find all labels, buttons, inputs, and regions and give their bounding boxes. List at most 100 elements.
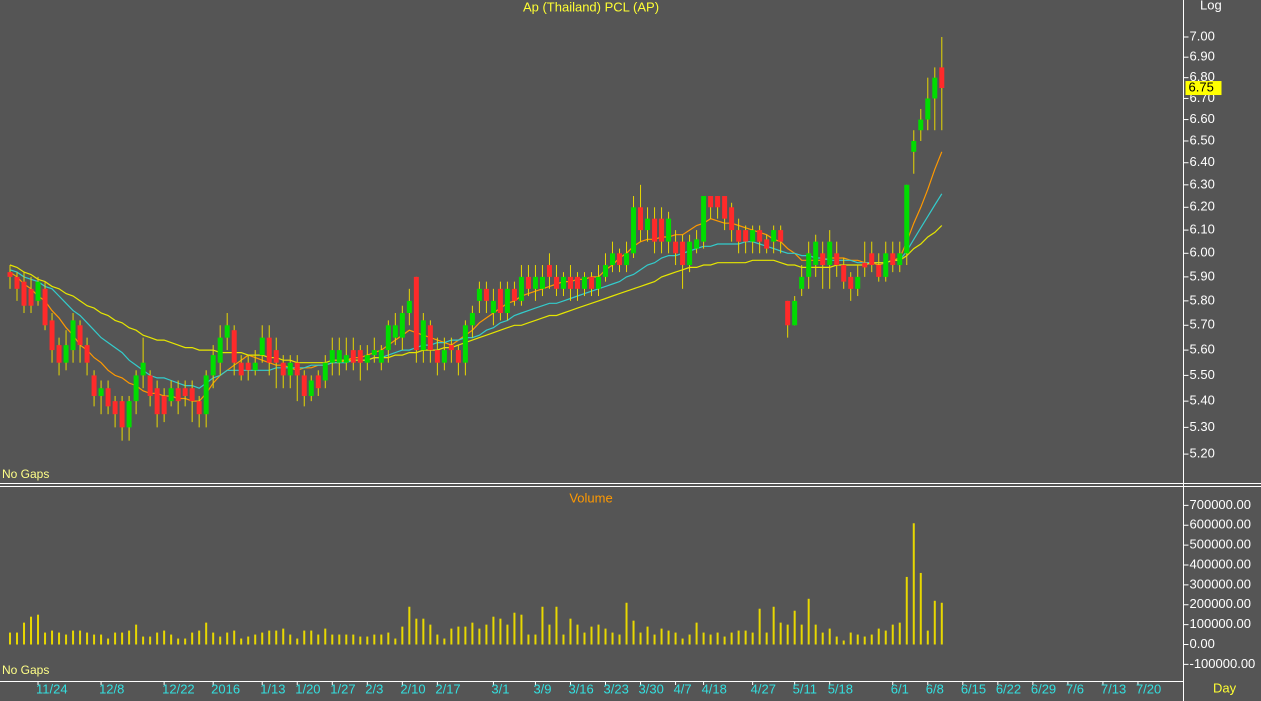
volume-bar bbox=[86, 632, 89, 645]
candle-body bbox=[210, 355, 216, 376]
volume-bar bbox=[877, 628, 880, 645]
volume-bar bbox=[730, 632, 733, 645]
candle-body bbox=[532, 276, 538, 289]
candle-body bbox=[799, 276, 805, 289]
candle-body bbox=[224, 325, 230, 338]
candle-body bbox=[624, 253, 630, 266]
volume-bar bbox=[527, 634, 530, 645]
volume-bar bbox=[884, 630, 887, 645]
volume-bar bbox=[296, 638, 299, 645]
volume-bar bbox=[772, 606, 775, 645]
volume-bar bbox=[604, 628, 607, 645]
x-tick-label: 3/16 bbox=[568, 681, 593, 696]
volume-bar bbox=[611, 632, 614, 645]
volume-bar bbox=[93, 634, 96, 645]
candle-body bbox=[736, 230, 742, 242]
volume-bar bbox=[660, 628, 663, 645]
volume-bar bbox=[562, 634, 565, 645]
volume-bar bbox=[275, 630, 278, 645]
volume-bar bbox=[723, 636, 726, 645]
candle-body bbox=[133, 375, 139, 402]
y-tick-label: 0.00 bbox=[1190, 636, 1215, 651]
candle-body bbox=[441, 350, 447, 363]
x-tick-label: 6/1 bbox=[891, 681, 909, 696]
volume-bar bbox=[828, 628, 831, 645]
candle-body bbox=[231, 330, 237, 363]
y-tick-label: 5.50 bbox=[1190, 367, 1215, 382]
candle-body bbox=[932, 77, 938, 99]
volume-bar bbox=[51, 630, 54, 645]
candle-body bbox=[869, 253, 875, 266]
candle-body bbox=[329, 350, 335, 363]
volume-bar bbox=[338, 634, 341, 645]
volume-bar bbox=[702, 632, 705, 645]
y-tick-label: -100000.00 bbox=[1190, 656, 1256, 671]
volume-bar bbox=[212, 632, 215, 645]
volume-bar bbox=[121, 632, 124, 645]
volume-bar bbox=[163, 630, 166, 645]
x-tick-label: 12/22 bbox=[162, 681, 195, 696]
candle-body bbox=[371, 350, 377, 356]
volume-bar bbox=[779, 622, 782, 645]
volume-bar bbox=[506, 624, 509, 645]
volume-bar bbox=[394, 638, 397, 645]
y-tick-label: 5.70 bbox=[1190, 317, 1215, 332]
candle-body bbox=[189, 388, 195, 402]
candle-body bbox=[357, 350, 363, 363]
candle-body bbox=[645, 218, 651, 231]
volume-bar bbox=[282, 628, 285, 645]
candle-body bbox=[904, 184, 910, 254]
volume-bar bbox=[177, 638, 180, 645]
volume-bar bbox=[128, 630, 131, 645]
volume-bar bbox=[359, 636, 362, 645]
candle-body bbox=[813, 241, 819, 266]
volume-bar bbox=[744, 630, 747, 645]
candle-body bbox=[175, 388, 181, 402]
volume-bar bbox=[352, 634, 355, 645]
candle-body bbox=[308, 380, 314, 396]
y-tick-label: 6.30 bbox=[1190, 176, 1215, 191]
volume-bar bbox=[590, 626, 593, 645]
candle-body bbox=[743, 230, 749, 242]
volume-bar bbox=[72, 630, 75, 645]
candle-body bbox=[553, 276, 559, 289]
candle-body bbox=[715, 196, 721, 208]
candle-body bbox=[897, 253, 903, 266]
x-tick-label: 2016 bbox=[211, 681, 240, 696]
y-tick-label: 6.00 bbox=[1190, 245, 1215, 260]
candle-body bbox=[70, 320, 76, 351]
candle-body bbox=[729, 207, 735, 231]
volume-bar bbox=[912, 523, 915, 645]
y-tick-label: 6.20 bbox=[1190, 199, 1215, 214]
volume-bar bbox=[79, 630, 82, 645]
volume-bar bbox=[583, 632, 586, 645]
volume-bar bbox=[331, 634, 334, 645]
y-tick-label: 5.60 bbox=[1190, 342, 1215, 357]
y-tick-label: 6.50 bbox=[1190, 132, 1215, 147]
y-tick-label: 6.60 bbox=[1190, 111, 1215, 126]
volume-title: Volume bbox=[569, 490, 612, 505]
volume-bar bbox=[464, 626, 467, 645]
y-tick-label: 600000.00 bbox=[1190, 517, 1251, 532]
volume-bar bbox=[401, 626, 404, 645]
volume-bar bbox=[205, 622, 208, 645]
volume-bar bbox=[184, 638, 187, 645]
x-tick-label: 3/30 bbox=[639, 681, 664, 696]
candle-body bbox=[708, 196, 714, 208]
candle-body bbox=[315, 375, 321, 389]
candle-body bbox=[497, 288, 503, 314]
y-tick-label: 400000.00 bbox=[1190, 556, 1251, 571]
x-tick-label: 3/1 bbox=[491, 681, 509, 696]
volume-bar bbox=[443, 638, 446, 645]
last-price-box bbox=[1185, 81, 1222, 96]
candle-body bbox=[771, 230, 777, 242]
candle-body bbox=[266, 337, 272, 363]
volume-bar bbox=[520, 614, 523, 645]
candle-body bbox=[778, 230, 784, 242]
x-tick-label: 6/29 bbox=[1031, 681, 1056, 696]
candle-body bbox=[203, 375, 209, 415]
volume-bar bbox=[233, 630, 236, 645]
candle-body bbox=[848, 276, 854, 289]
candle-body bbox=[483, 288, 489, 301]
